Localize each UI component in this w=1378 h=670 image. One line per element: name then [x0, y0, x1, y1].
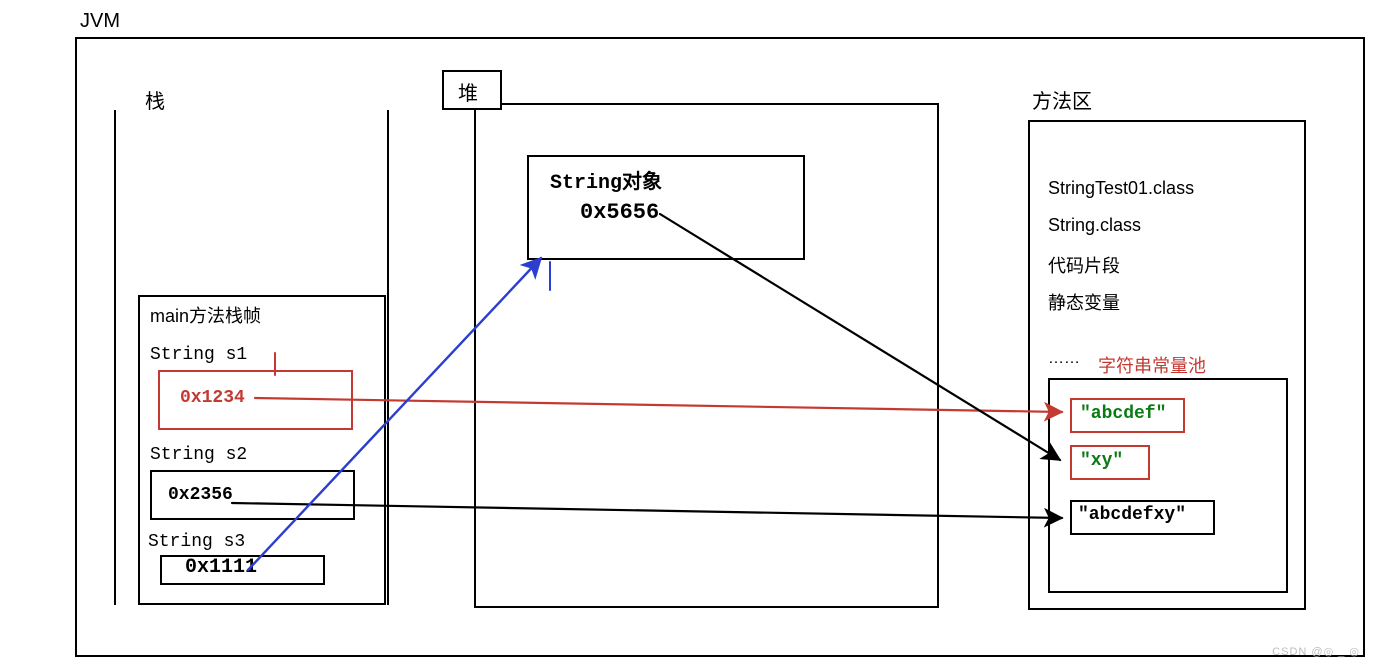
method-area-item-2: 代码片段: [1048, 252, 1120, 278]
var-s1-label: String s1: [150, 345, 247, 365]
string-pool-title: 字符串常量池: [1098, 352, 1206, 378]
method-area-item-1: String.class: [1048, 215, 1141, 236]
jvm-title: JVM: [80, 10, 120, 33]
method-area-label: 方法区: [1032, 85, 1092, 114]
method-area-item-0: StringTest01.class: [1048, 178, 1194, 199]
stack-label: 栈: [145, 85, 165, 114]
heap-object-title: String对象: [550, 165, 662, 195]
method-area-item-3: 静态变量: [1048, 289, 1120, 315]
heap-object-addr: 0x5656: [580, 200, 659, 225]
watermark: CSDN @◎ _ ◎: [1272, 645, 1360, 658]
method-area-dots: ……: [1048, 350, 1080, 368]
pool-abcdef: "abcdef": [1080, 404, 1166, 424]
var-s1-value: 0x1234: [180, 388, 245, 408]
var-s3-value: 0x1111: [185, 556, 257, 579]
pool-abcdefxy: "abcdefxy": [1078, 505, 1186, 525]
pool-xy: "xy": [1080, 451, 1123, 471]
var-s2-label: String s2: [150, 445, 247, 465]
stack-frame-title: main方法栈帧: [150, 302, 261, 328]
var-s2-value: 0x2356: [168, 485, 233, 505]
heap-label: 堆: [458, 77, 478, 106]
var-s3-label: String s3: [148, 532, 245, 552]
